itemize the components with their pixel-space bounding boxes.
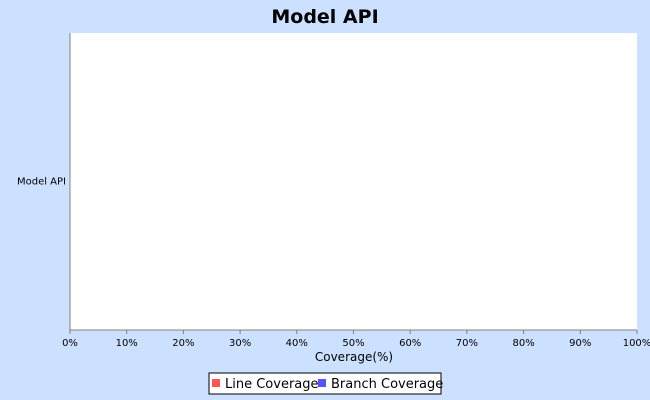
legend: Line Coverage Branch Coverage	[208, 372, 443, 395]
category-labels: Model API	[17, 177, 66, 188]
chart-title: Model API	[271, 6, 378, 28]
plot-area	[70, 33, 637, 330]
x-tick-label: 40%	[286, 338, 308, 349]
x-axis-label: Coverage(%)	[315, 350, 393, 364]
x-tick-label: 0%	[62, 338, 78, 349]
x-ticks: 0% 10% 20% 30% 40% 50% 60% 70% 80% 90% 100%	[62, 330, 650, 349]
legend-label-line-coverage: Line Coverage	[225, 377, 319, 392]
legend-swatch-branch-coverage	[318, 379, 326, 387]
x-tick-label: 100%	[623, 338, 650, 349]
legend-swatch-line-coverage	[212, 379, 220, 387]
x-tick-label: 30%	[229, 338, 251, 349]
x-tick-label: 10%	[116, 338, 138, 349]
x-tick-label: 90%	[569, 338, 591, 349]
x-tick-label: 80%	[512, 338, 534, 349]
legend-label-branch-coverage: Branch Coverage	[331, 377, 443, 392]
x-tick-label: 20%	[172, 338, 194, 349]
x-tick-label: 60%	[399, 338, 421, 349]
x-tick-label: 50%	[342, 338, 364, 349]
category-label: Model API	[17, 177, 66, 188]
x-tick-label: 70%	[456, 338, 478, 349]
